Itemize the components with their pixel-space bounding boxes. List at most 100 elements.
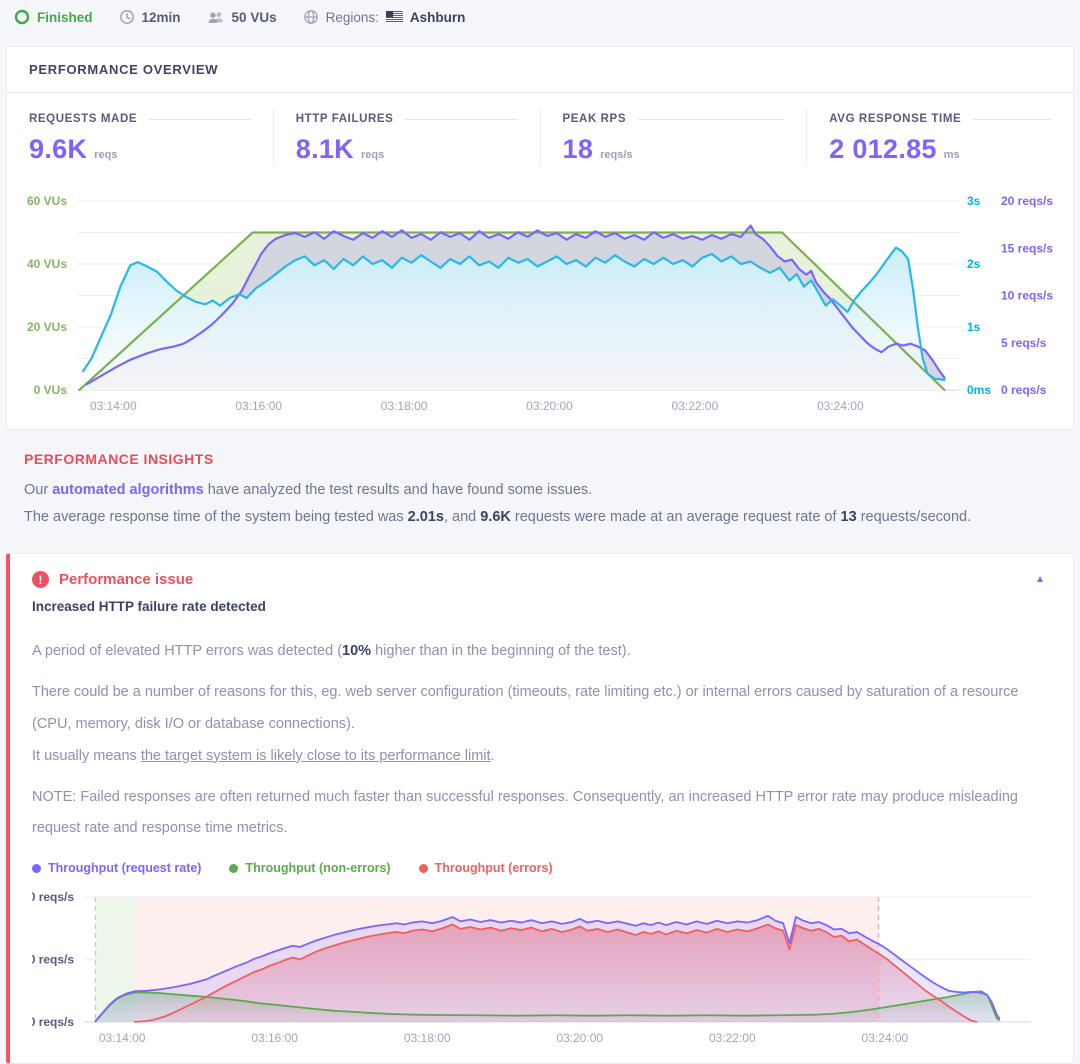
svg-text:03:20:00: 03:20:00 (526, 399, 573, 413)
performance-overview-card: PERFORMANCE OVERVIEW REQUESTS MADE 9.6K r… (6, 46, 1074, 430)
svg-text:03:16:00: 03:16:00 (251, 1031, 298, 1045)
svg-text:03:14:00: 03:14:00 (99, 1031, 146, 1045)
svg-text:15 reqs/s: 15 reqs/s (1001, 241, 1053, 255)
metrics-row: REQUESTS MADE 9.6K reqs HTTP FAILURES 8.1… (7, 93, 1073, 165)
issue-body: A period of elevated HTTP errors was det… (32, 636, 1051, 845)
issue-text: There could be a number of reasons for t… (32, 683, 1019, 732)
metric-peak-rps: PEAK RPS 18 reqs/s (539, 109, 807, 165)
throughput-chart[interactable]: 0 reqs/s 10 reqs/s 20 reqs/s 03:14:00 03:16:… (32, 885, 1051, 1057)
svg-text:5 reqs/s: 5 reqs/s (1001, 336, 1047, 350)
issue-text: It usually means (32, 747, 141, 764)
requests-count-value: 9.6K (480, 509, 511, 525)
legend-dot-purple (32, 863, 41, 873)
svg-text:60 VUs: 60 VUs (27, 194, 67, 208)
svg-text:0 reqs/s: 0 reqs/s (1001, 383, 1047, 397)
svg-text:20 reqs/s: 20 reqs/s (1001, 194, 1053, 208)
issue-chart-area: 0 reqs/s 10 reqs/s 20 reqs/s 03:14:00 03:16:… (32, 885, 1051, 1057)
metric-value: 9.6K (29, 134, 88, 164)
test-status-bar: Finished 12min 50 VUs Regions: Ashburn (0, 0, 1080, 34)
issue-paragraph-1: A period of elevated HTTP errors was det… (32, 636, 1051, 668)
metric-unit: reqs (94, 149, 118, 161)
issue-paragraph-2: There could be a number of reasons for t… (32, 677, 1051, 773)
metric-label: HTTP FAILURES (295, 113, 394, 125)
request-rate-value: 13 (840, 509, 857, 525)
collapse-arrow-icon[interactable]: ▲ (1035, 574, 1045, 585)
svg-text:20 reqs/s: 20 reqs/s (32, 890, 74, 904)
svg-text:0 reqs/s: 0 reqs/s (32, 1015, 74, 1029)
svg-text:20 VUs: 20 VUs (27, 320, 67, 334)
duration-label: 12min (141, 9, 181, 25)
performance-limit-link[interactable]: the target system is likely close to its… (140, 747, 491, 764)
insights-text: requests/second. (856, 509, 972, 525)
insights-summary-line-1: Our automated algorithms have analyzed t… (24, 482, 1056, 498)
legend-label: Throughput (errors) (434, 861, 553, 876)
test-regions: Regions: Ashburn (303, 9, 466, 25)
automated-algorithms-link[interactable]: automated algorithms (52, 482, 204, 498)
globe-icon (303, 9, 319, 25)
vus-label: 50 VUs (231, 9, 277, 25)
test-status: Finished (14, 9, 93, 25)
svg-text:3s: 3s (967, 194, 981, 208)
performance-overview-chart[interactable]: 0 VUs 20 VUs 40 VUs 60 VUs 0ms 1s 2s 3s 0 reqs/s… (7, 187, 1073, 425)
overview-card-title: PERFORMANCE OVERVIEW (7, 47, 1073, 93)
svg-text:0 VUs: 0 VUs (34, 383, 68, 397)
legend-label: Throughput (request rate) (48, 861, 202, 876)
metric-value: 8.1K (295, 134, 354, 164)
insights-text: have analyzed the test results and have … (203, 482, 593, 498)
us-flag-icon (385, 11, 403, 23)
metric-label: REQUESTS MADE (29, 113, 138, 125)
metric-label: AVG RESPONSE TIME (829, 113, 962, 125)
svg-text:03:22:00: 03:22:00 (709, 1031, 756, 1045)
svg-text:03:20:00: 03:20:00 (556, 1031, 603, 1045)
svg-text:1s: 1s (967, 320, 981, 334)
svg-text:03:24:00: 03:24:00 (817, 399, 864, 413)
insights-title: PERFORMANCE INSIGHTS (24, 451, 214, 467)
legend-item-non-errors: Throughput (non-errors) (229, 861, 391, 876)
legend-dot-red (418, 863, 428, 873)
metric-value: 2 012.85 (829, 134, 937, 164)
users-icon (207, 9, 225, 25)
test-vus: 50 VUs (207, 9, 277, 25)
regions-label: Regions: (325, 9, 379, 25)
issue-header: ! Performance issue ▲ (32, 571, 1051, 588)
svg-text:03:24:00: 03:24:00 (862, 1031, 909, 1045)
metric-avg-response-time: AVG RESPONSE TIME 2 012.85 ms (806, 109, 1073, 165)
performance-insights-section: PERFORMANCE INSIGHTS Our automated algor… (0, 430, 1080, 550)
status-ring-icon (14, 9, 30, 25)
metric-unit: ms (943, 149, 960, 161)
legend-label: Throughput (non-errors) (245, 861, 391, 876)
clock-icon (119, 9, 135, 25)
metric-http-failures: HTTP FAILURES 8.1K reqs (272, 109, 540, 165)
issue-note: NOTE: Failed responses are often returne… (32, 782, 1051, 846)
error-increase-value: 10% (342, 643, 372, 659)
metric-requests-made: REQUESTS MADE 9.6K reqs (7, 109, 273, 165)
avg-response-time-value: 2.01s (407, 509, 444, 525)
legend-dot-green (229, 863, 239, 873)
issue-text: higher than in the beginning of the test… (371, 643, 631, 659)
svg-text:0ms: 0ms (967, 383, 991, 397)
performance-issue-card: ! Performance issue ▲ Increased HTTP fai… (6, 553, 1074, 1064)
svg-text:40 VUs: 40 VUs (27, 257, 67, 271)
svg-text:10 reqs/s: 10 reqs/s (1001, 289, 1053, 303)
insights-summary-line-2: The average response time of the system … (24, 509, 1056, 525)
insights-text: Our (24, 482, 53, 498)
issue-chart-legend: Throughput (request rate) Throughput (no… (32, 861, 1051, 875)
metric-unit: reqs/s (600, 149, 633, 161)
warning-icon: ! (32, 571, 49, 588)
region-name: Ashburn (409, 9, 466, 25)
svg-text:03:18:00: 03:18:00 (381, 399, 428, 413)
metric-rule (638, 118, 785, 120)
insights-text: , and (443, 509, 481, 525)
legend-item-request-rate: Throughput (request rate) (32, 861, 201, 875)
svg-text:03:16:00: 03:16:00 (235, 399, 282, 413)
metric-rule (973, 118, 1051, 120)
issue-text: . (490, 747, 495, 764)
metric-unit: reqs (360, 149, 385, 161)
svg-text:03:14:00: 03:14:00 (90, 399, 137, 413)
insights-text: requests were made at an average request… (510, 509, 841, 525)
metric-rule (149, 118, 251, 120)
test-duration: 12min (119, 9, 181, 25)
overview-chart-area: 0 VUs 20 VUs 40 VUs 60 VUs 0ms 1s 2s 3s 0 reqs/s… (7, 165, 1073, 429)
svg-text:03:18:00: 03:18:00 (404, 1031, 451, 1045)
status-label: Finished (37, 9, 93, 25)
